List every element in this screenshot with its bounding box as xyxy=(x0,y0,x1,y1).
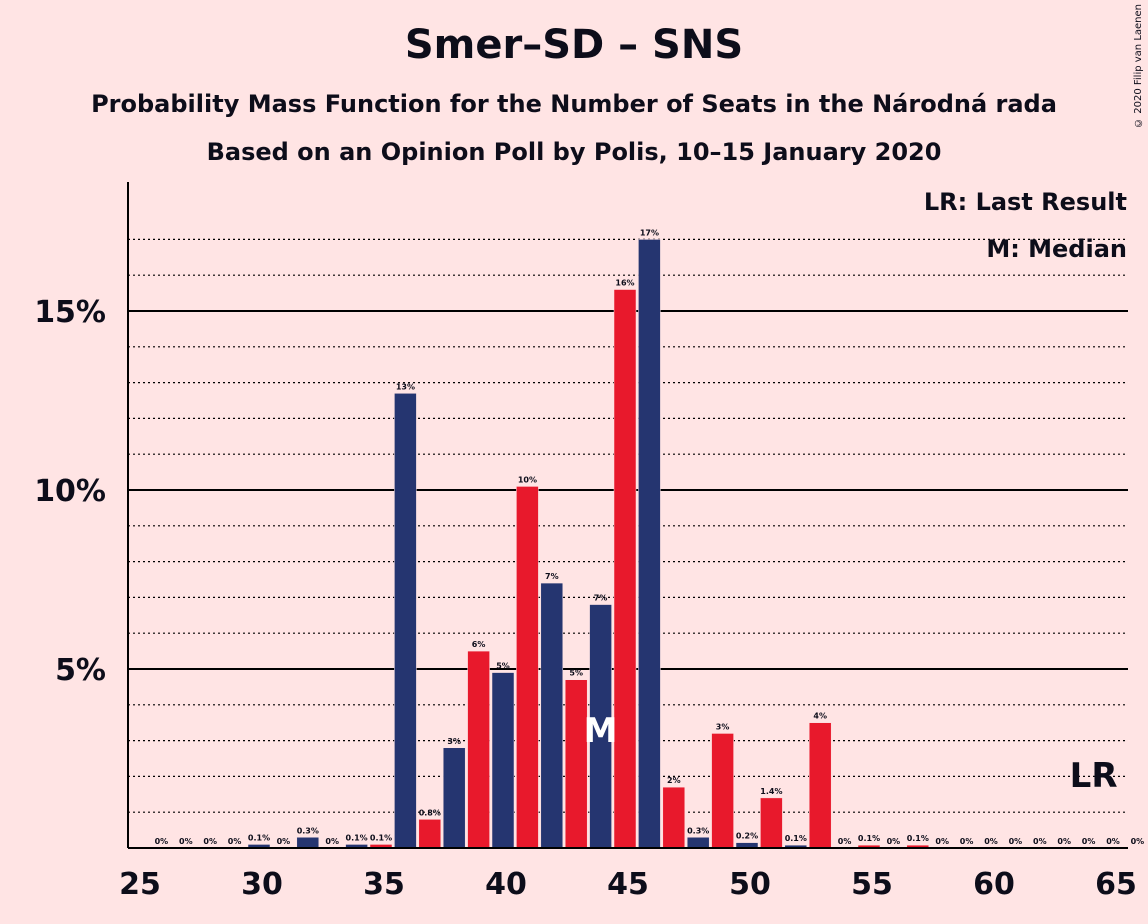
bar-seat-45 xyxy=(613,289,637,849)
bar-seat-38 xyxy=(442,747,466,849)
bar-value-label: 0% xyxy=(960,837,974,846)
x-tick-label: 50 xyxy=(729,867,771,902)
bar-value-label: 0.1% xyxy=(346,833,368,842)
bar-seat-47 xyxy=(662,786,686,849)
bar-value-label: 16% xyxy=(615,279,634,288)
bar-value-label: 0.2% xyxy=(736,832,758,841)
bar-value-label: 0.1% xyxy=(370,833,392,842)
bar-value-label: 0% xyxy=(1082,837,1096,846)
bar-seat-42 xyxy=(540,582,564,849)
chart-subtitle-2: Based on an Opinion Poll by Polis, 10–15… xyxy=(206,138,942,166)
bar-seat-46 xyxy=(638,239,661,849)
bar-value-label: 0% xyxy=(1033,837,1047,846)
bar-value-label: 0% xyxy=(887,837,901,846)
bar-value-label: 0.8% xyxy=(419,808,441,817)
bar-seat-37 xyxy=(418,819,442,849)
bar-value-label: 1.4% xyxy=(760,787,782,796)
bar-value-label: 10% xyxy=(518,475,537,484)
bar-seat-49 xyxy=(711,733,734,849)
bar-value-label: 7% xyxy=(594,594,608,603)
bar-value-label: 5% xyxy=(569,669,583,678)
bar-value-label: 3% xyxy=(716,722,730,731)
bar-value-label: 0% xyxy=(1106,837,1120,846)
bar-value-label: 0% xyxy=(228,837,242,846)
bar-value-label: 6% xyxy=(472,640,486,649)
last-result-marker: LR xyxy=(1070,756,1118,796)
bar-value-label: 7% xyxy=(545,572,559,581)
bar-value-label: 0% xyxy=(277,837,291,846)
bar-value-label: 0% xyxy=(1009,837,1023,846)
bar-value-label: 5% xyxy=(496,662,510,671)
bar-seat-39 xyxy=(467,650,490,849)
bar-value-label: 0% xyxy=(179,837,193,846)
bar-value-label: 0.3% xyxy=(687,826,709,835)
x-tick-label: 55 xyxy=(851,867,893,902)
bar-value-label: 0.1% xyxy=(248,833,270,842)
bar-value-label: 0% xyxy=(203,837,217,846)
bar-seat-40 xyxy=(491,672,515,849)
bar-value-label: 2% xyxy=(667,776,681,785)
legend-last-result: LR: Last Result xyxy=(924,188,1127,216)
y-tick-label: 5% xyxy=(55,653,106,688)
bar-value-label: 0.1% xyxy=(858,834,880,843)
x-tick-label: 60 xyxy=(973,867,1015,902)
bar-value-label: 0.1% xyxy=(785,834,807,843)
bar-value-label: 17% xyxy=(640,228,659,237)
bar-seat-32 xyxy=(296,837,320,849)
bar-seat-36 xyxy=(394,393,417,849)
bar-seat-51 xyxy=(760,797,783,849)
bar-value-label: 0% xyxy=(1131,837,1145,846)
bar-value-label: 4% xyxy=(813,712,827,721)
bar-value-label: 0.3% xyxy=(297,826,319,835)
x-tick-label: 35 xyxy=(363,867,405,902)
median-marker: M xyxy=(584,711,618,751)
x-tick-label: 40 xyxy=(485,867,527,902)
bar-value-label: 3% xyxy=(447,737,461,746)
bar-value-label: 0% xyxy=(935,837,949,846)
bar-value-label: 0% xyxy=(984,837,998,846)
y-tick-label: 15% xyxy=(34,295,106,330)
x-tick-label: 65 xyxy=(1095,867,1137,902)
chart-title: Smer–SD – SNS xyxy=(404,22,744,68)
bar-value-label: 13% xyxy=(396,382,415,391)
bar-seat-48 xyxy=(686,837,710,849)
x-tick-label: 25 xyxy=(119,867,161,902)
bar-seat-43 xyxy=(564,679,588,849)
bar-value-label: 0% xyxy=(155,837,169,846)
x-tick-label: 30 xyxy=(241,867,283,902)
chart-subtitle-1: Probability Mass Function for the Number… xyxy=(91,90,1057,118)
bar-value-label: 0.1% xyxy=(907,834,929,843)
bar-value-label: 0% xyxy=(325,837,339,846)
bar-value-label: 0% xyxy=(1057,837,1071,846)
y-tick-label: 10% xyxy=(34,474,106,509)
bar-seat-41 xyxy=(516,486,539,849)
bar-value-label: 0% xyxy=(838,837,852,846)
legend-median: M: Median xyxy=(986,235,1127,263)
x-tick-label: 45 xyxy=(607,867,649,902)
bar-seat-53 xyxy=(808,722,832,849)
